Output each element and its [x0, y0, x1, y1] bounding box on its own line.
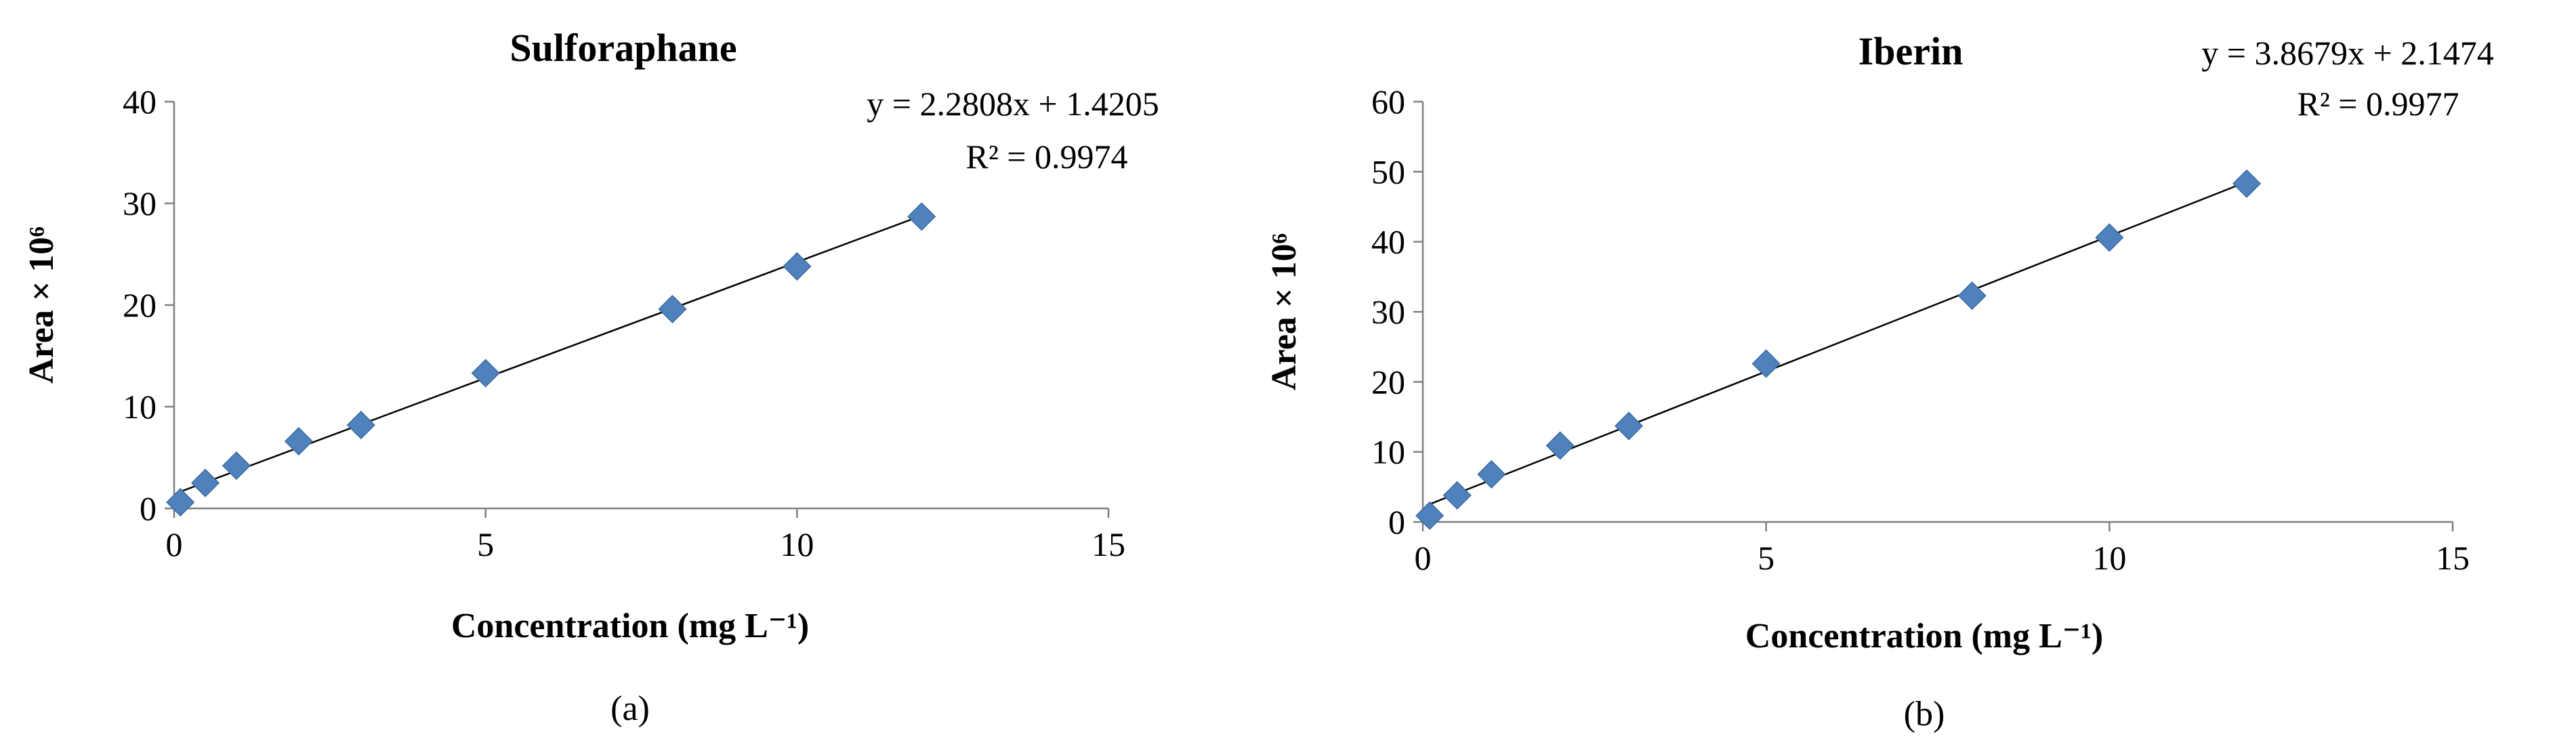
- x-tick-label: 0: [166, 525, 183, 563]
- data-point-diamond: [658, 294, 687, 324]
- data-point-diamond: [783, 251, 812, 281]
- y-axis-ticks: 0 10 20 30 40: [123, 83, 174, 527]
- y-tick-label: 50: [1371, 153, 1405, 190]
- chart-title: Iberin: [1858, 29, 1964, 73]
- data-point-diamond: [1415, 501, 1445, 530]
- data-points-layer: [166, 202, 936, 517]
- linear-trendline: [1429, 181, 2247, 505]
- x-tick-label: 15: [2436, 539, 2470, 577]
- linear-trendline: [180, 214, 922, 493]
- data-point-diamond: [284, 426, 313, 456]
- data-point-diamond: [346, 410, 375, 440]
- panel-label-a: (a): [610, 689, 650, 728]
- y-tick-label: 40: [1371, 223, 1405, 261]
- data-point-diamond: [1751, 349, 1781, 378]
- y-axis-label: Area × 10⁶: [1265, 233, 1304, 390]
- data-point-diamond: [1614, 411, 1644, 441]
- trendline-layer: [1429, 181, 2247, 505]
- x-tick-label: 5: [1758, 539, 1774, 577]
- y-tick-label: 40: [123, 83, 157, 121]
- x-tick-label: 10: [2092, 539, 2126, 577]
- x-tick-label: 5: [477, 525, 494, 563]
- trendline-equation: y = 2.2808x + 1.4205: [867, 85, 1159, 123]
- x-axis-label: Concentration (mg L⁻¹): [1745, 617, 2103, 655]
- y-tick-label: 0: [1388, 503, 1405, 541]
- x-axis-ticks: 0 5 10 15: [1415, 522, 2470, 577]
- data-points-layer: [1415, 169, 2262, 530]
- y-tick-label: 20: [123, 286, 157, 324]
- r-squared-label: R² = 0.9977: [2297, 85, 2459, 123]
- y-tick-label: 20: [1371, 363, 1405, 401]
- data-point-diamond: [190, 468, 220, 498]
- r-squared-label: R² = 0.9974: [965, 138, 1127, 176]
- data-point-diamond: [907, 202, 936, 231]
- x-tick-label: 10: [780, 525, 814, 563]
- data-point-diamond: [222, 451, 251, 481]
- data-point-diamond: [1477, 460, 1506, 489]
- data-point-diamond: [2232, 169, 2262, 198]
- x-tick-label: 15: [1092, 525, 1125, 563]
- x-axis-ticks: 0 5 10 15: [166, 508, 1125, 563]
- y-tick-label: 0: [140, 489, 157, 527]
- data-point-diamond: [471, 359, 500, 388]
- y-tick-label: 30: [123, 184, 157, 222]
- data-point-diamond: [1545, 431, 1575, 460]
- trendline-layer: [180, 214, 922, 493]
- y-axis-ticks: 0 10 20 30 40 50 60: [1371, 83, 1423, 541]
- data-point-diamond: [166, 487, 195, 517]
- chart-panel-sulforaphane: Sulforaphane y = 2.2808x + 1.4205 R² = 0…: [22, 26, 1159, 728]
- y-tick-label: 10: [123, 388, 157, 426]
- x-tick-label: 0: [1415, 539, 1432, 577]
- y-tick-label: 30: [1371, 293, 1405, 331]
- chart-panel-iberin: Iberin y = 3.8679x + 2.1474 R² = 0.9977 …: [1265, 29, 2494, 733]
- y-axis-label: Area × 10⁶: [22, 226, 61, 384]
- x-axis-label: Concentration (mg L⁻¹): [451, 607, 809, 645]
- panel-label-b: (b): [1904, 695, 1945, 733]
- trendline-equation: y = 3.8679x + 2.1474: [2201, 34, 2493, 72]
- chart-title: Sulforaphane: [510, 26, 736, 70]
- data-point-diamond: [2095, 223, 2124, 252]
- y-tick-label: 10: [1371, 433, 1405, 471]
- data-point-diamond: [1442, 481, 1472, 510]
- y-tick-label: 60: [1371, 83, 1405, 121]
- data-point-diamond: [1957, 281, 1987, 310]
